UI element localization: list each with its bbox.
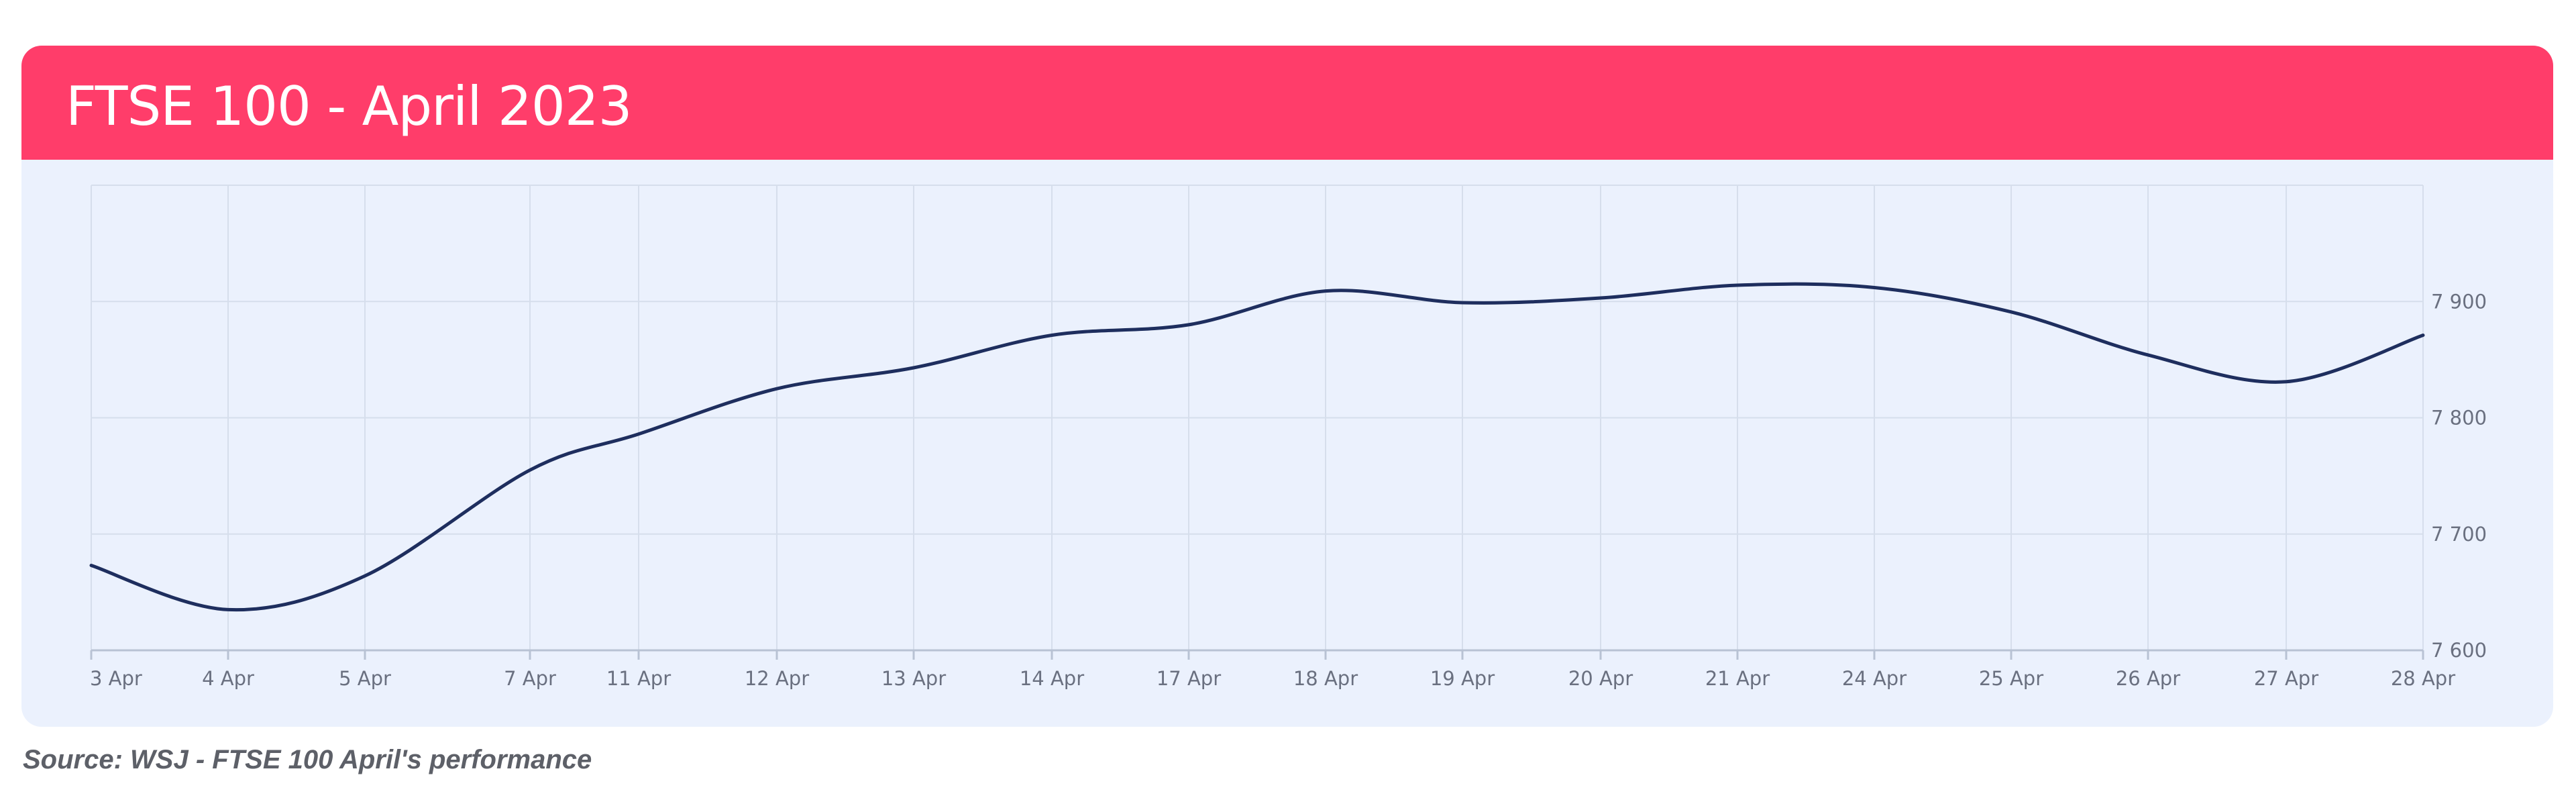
x-tick-label: 24 Apr bbox=[1842, 667, 1907, 690]
x-tick-label: 20 Apr bbox=[1568, 667, 1633, 690]
source-caption: Source: WSJ - FTSE 100 April's performan… bbox=[23, 745, 592, 774]
y-tick-label: 7 700 bbox=[2431, 523, 2487, 546]
x-tick-label: 28 Apr bbox=[2391, 667, 2455, 690]
x-tick-label: 7 Apr bbox=[504, 667, 556, 690]
chart-title: FTSE 100 - April 2023 bbox=[66, 75, 633, 138]
x-tick-label: 3 Apr bbox=[90, 667, 142, 690]
chart-card: FTSE 100 - April 2023 bbox=[21, 46, 2553, 727]
y-tick-label: 7 900 bbox=[2431, 290, 2487, 313]
chart-header: FTSE 100 - April 2023 bbox=[21, 46, 2553, 160]
x-tick-label: 27 Apr bbox=[2254, 667, 2318, 690]
x-tick-label: 26 Apr bbox=[2116, 667, 2180, 690]
x-tick-label: 21 Apr bbox=[1705, 667, 1770, 690]
x-tick-label: 12 Apr bbox=[745, 667, 809, 690]
x-tick-label: 13 Apr bbox=[881, 667, 946, 690]
x-tick-label: 19 Apr bbox=[1430, 667, 1495, 690]
x-tick-label: 17 Apr bbox=[1157, 667, 1221, 690]
x-tick-label: 11 Apr bbox=[606, 667, 671, 690]
y-tick-label: 7 600 bbox=[2431, 639, 2487, 662]
x-tick-label: 5 Apr bbox=[339, 667, 391, 690]
x-tick-label: 18 Apr bbox=[1293, 667, 1358, 690]
y-tick-label: 7 800 bbox=[2431, 407, 2487, 430]
ftse-series-line bbox=[89, 282, 2425, 612]
x-tick-label: 4 Apr bbox=[202, 667, 254, 690]
x-tick-label: 25 Apr bbox=[1979, 667, 2043, 690]
x-tick-label: 14 Apr bbox=[1020, 667, 1084, 690]
